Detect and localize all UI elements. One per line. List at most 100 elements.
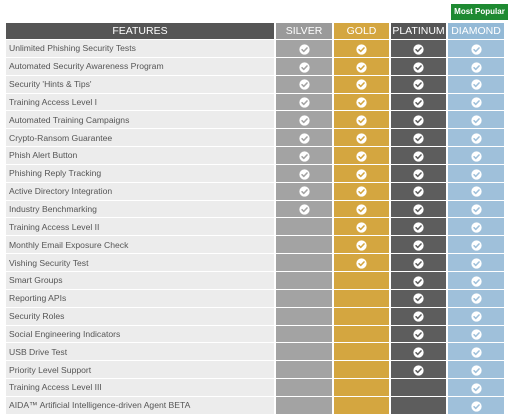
gold-cell — [334, 164, 389, 182]
feature-name: Smart Groups — [6, 271, 274, 289]
silver-cell — [276, 289, 332, 307]
diamond-cell — [448, 343, 504, 361]
silver-cell — [276, 75, 332, 93]
platinum-cell — [391, 271, 446, 289]
table-row: Unlimited Phishing Security Tests — [6, 40, 504, 57]
check-circle-icon — [470, 347, 482, 358]
table-row: Priority Level Support — [6, 361, 504, 379]
feature-name: AIDA™ Artificial Intelligence-driven Age… — [6, 396, 274, 414]
table-row: Smart Groups — [6, 271, 504, 289]
check-circle-icon — [470, 186, 482, 198]
check-circle-icon — [470, 115, 482, 126]
gold-cell — [334, 343, 389, 361]
feature-name: Monthly Email Exposure Check — [6, 236, 274, 254]
column-header-silver: SILVER — [276, 23, 332, 39]
silver-cell — [276, 182, 332, 200]
check-circle-icon — [470, 151, 482, 162]
check-circle-icon — [470, 44, 482, 55]
check-circle-icon — [413, 258, 424, 269]
gold-cell — [334, 271, 389, 289]
check-circle-icon — [356, 151, 367, 162]
check-circle-icon — [470, 168, 482, 180]
platinum-cell — [391, 325, 446, 343]
table-row: AIDA™ Artificial Intelligence-driven Age… — [6, 396, 504, 414]
check-circle-icon — [470, 133, 482, 144]
check-circle-icon — [413, 240, 424, 251]
silver-cell — [276, 343, 332, 361]
table-row: Security Roles — [6, 307, 504, 325]
gold-cell — [334, 289, 389, 307]
platinum-cell — [391, 129, 446, 147]
platinum-cell — [391, 343, 446, 361]
platinum-cell — [391, 147, 446, 164]
check-circle-icon — [413, 347, 424, 358]
check-circle-icon — [470, 329, 482, 340]
feature-name: Security 'Hints & Tips' — [6, 75, 274, 93]
check-circle-icon — [356, 97, 367, 108]
feature-name: Phish Alert Button — [6, 147, 274, 164]
check-circle-icon — [413, 293, 424, 305]
check-circle-icon — [413, 115, 424, 126]
silver-cell — [276, 111, 332, 129]
check-circle-icon — [413, 79, 424, 90]
check-circle-icon — [356, 168, 367, 180]
silver-cell — [276, 93, 332, 111]
check-circle-icon — [470, 365, 482, 376]
check-circle-icon — [413, 168, 424, 180]
check-circle-icon — [413, 97, 424, 108]
table-row: Training Access Level III — [6, 379, 504, 396]
table-row: Training Access Level I — [6, 93, 504, 111]
feature-comparison-table: FEATURES SILVER GOLD PLATINUM DIAMOND Un… — [4, 22, 506, 415]
check-circle-icon — [356, 44, 367, 55]
column-header-diamond: DIAMOND — [448, 23, 504, 39]
gold-cell — [334, 307, 389, 325]
check-circle-icon — [298, 133, 310, 144]
platinum-cell — [391, 57, 446, 75]
check-circle-icon — [356, 186, 367, 198]
table-row: Active Directory Integration — [6, 182, 504, 200]
platinum-cell — [391, 396, 446, 414]
feature-name: Active Directory Integration — [6, 182, 274, 200]
feature-name: Security Roles — [6, 307, 274, 325]
table-row: Monthly Email Exposure Check — [6, 236, 504, 254]
table-row: Training Access Level II — [6, 218, 504, 236]
check-circle-icon — [356, 240, 367, 251]
check-circle-icon — [298, 44, 310, 55]
check-circle-icon — [356, 61, 367, 73]
table-header-row: FEATURES SILVER GOLD PLATINUM DIAMOND — [6, 23, 504, 39]
platinum-cell — [391, 75, 446, 93]
feature-name: Training Access Level I — [6, 93, 274, 111]
diamond-cell — [448, 361, 504, 379]
feature-name: Unlimited Phishing Security Tests — [6, 40, 274, 57]
check-circle-icon — [413, 44, 424, 55]
check-circle-icon — [470, 293, 482, 305]
gold-cell — [334, 218, 389, 236]
check-circle-icon — [298, 168, 310, 180]
check-circle-icon — [413, 186, 424, 198]
silver-cell — [276, 147, 332, 164]
gold-cell — [334, 396, 389, 414]
silver-cell — [276, 129, 332, 147]
check-circle-icon — [298, 186, 310, 198]
gold-cell — [334, 182, 389, 200]
table-row: Phishing Reply Tracking — [6, 164, 504, 182]
diamond-cell — [448, 254, 504, 271]
gold-cell — [334, 254, 389, 271]
check-circle-icon — [298, 79, 310, 90]
platinum-cell — [391, 379, 446, 396]
check-circle-icon — [356, 133, 367, 144]
diamond-cell — [448, 379, 504, 396]
check-circle-icon — [470, 311, 482, 322]
diamond-cell — [448, 129, 504, 147]
check-circle-icon — [298, 115, 310, 126]
check-circle-icon — [470, 240, 482, 251]
gold-cell — [334, 147, 389, 164]
gold-cell — [334, 111, 389, 129]
platinum-cell — [391, 200, 446, 218]
silver-cell — [276, 218, 332, 236]
gold-cell — [334, 57, 389, 75]
silver-cell — [276, 325, 332, 343]
silver-cell — [276, 307, 332, 325]
check-circle-icon — [356, 258, 367, 269]
column-header-gold: GOLD — [334, 23, 389, 39]
